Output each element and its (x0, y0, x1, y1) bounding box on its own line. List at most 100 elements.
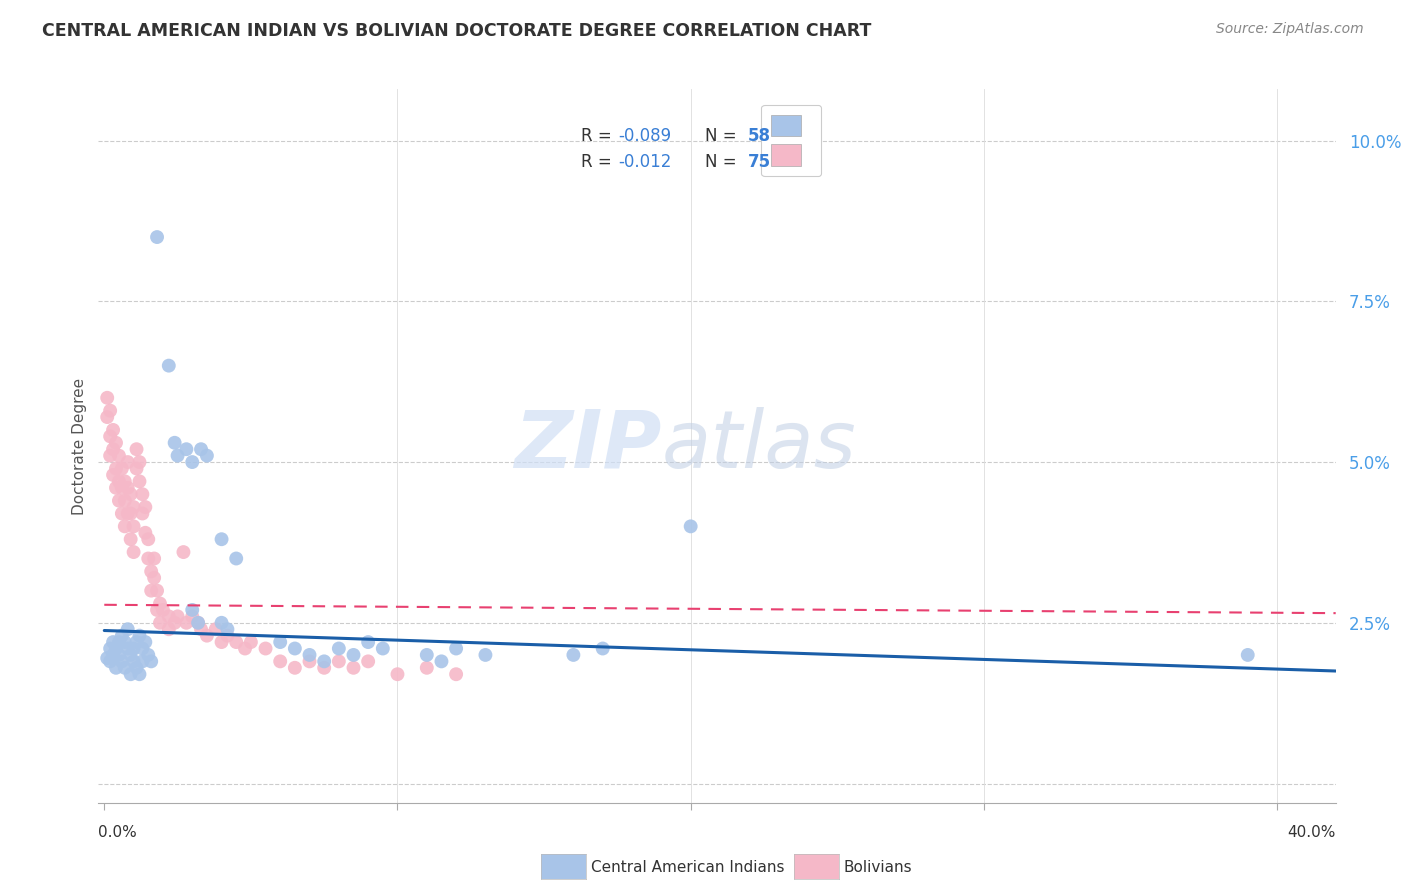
Point (328, 641, 350, 656)
Point (298, 654, 321, 668)
Point (149, 597, 172, 611)
Point (146, 583, 169, 598)
Point (98, 449, 121, 463)
Point (125, 461, 148, 475)
Text: 58: 58 (748, 127, 770, 145)
Point (474, 648, 496, 662)
Point (111, 481, 134, 495)
Point (105, 661, 128, 675)
Point (101, 442, 124, 457)
Point (108, 475, 131, 489)
Point (149, 615, 172, 630)
Point (96, 391, 118, 405)
Point (98, 403, 121, 417)
Point (225, 551, 247, 566)
Point (239, 635, 262, 649)
Text: ZIP: ZIP (515, 407, 661, 485)
Point (105, 435, 128, 450)
Point (190, 622, 212, 636)
Point (105, 641, 128, 656)
Point (125, 661, 148, 675)
Point (314, 654, 336, 668)
Point (117, 481, 139, 495)
Point (111, 629, 134, 643)
Point (120, 667, 142, 681)
Point (141, 565, 163, 579)
Point (131, 654, 153, 668)
Text: N =: N = (704, 153, 741, 171)
Point (357, 654, 380, 668)
Point (387, 667, 409, 681)
Point (134, 635, 156, 649)
Point (117, 622, 139, 636)
Point (163, 435, 186, 450)
Point (157, 359, 180, 373)
Point (105, 481, 128, 495)
Point (143, 551, 166, 566)
Text: Central American Indians: Central American Indians (591, 860, 785, 874)
Text: 40.0%: 40.0% (1288, 825, 1336, 840)
Point (122, 519, 145, 533)
Point (120, 648, 142, 662)
Point (98, 641, 121, 656)
Point (134, 525, 156, 540)
Text: CENTRAL AMERICAN INDIAN VS BOLIVIAN DOCTORATE DEGREE CORRELATION CHART: CENTRAL AMERICAN INDIAN VS BOLIVIAN DOCT… (42, 22, 872, 40)
Point (96, 651, 118, 665)
Point (298, 648, 321, 662)
Point (211, 615, 233, 630)
Y-axis label: Doctorate Degree: Doctorate Degree (72, 377, 87, 515)
Point (211, 635, 233, 649)
Point (120, 487, 142, 501)
Point (163, 615, 186, 630)
Point (190, 442, 212, 457)
Point (328, 654, 350, 668)
Point (128, 667, 150, 681)
Point (187, 615, 209, 630)
Text: -0.089: -0.089 (619, 127, 671, 145)
Point (114, 661, 136, 675)
Point (152, 603, 174, 617)
Point (136, 533, 159, 547)
Point (284, 641, 307, 656)
Point (101, 635, 124, 649)
Point (96, 410, 118, 425)
Text: R =: R = (581, 153, 617, 171)
Point (181, 455, 204, 469)
Text: atlas: atlas (661, 407, 856, 485)
Text: Bolivians: Bolivians (844, 860, 912, 874)
Point (166, 449, 188, 463)
Text: -0.012: -0.012 (619, 153, 672, 171)
Point (105, 461, 128, 475)
Point (204, 622, 226, 636)
Point (141, 654, 163, 668)
Text: R =: R = (581, 127, 617, 145)
Point (122, 654, 145, 668)
Point (131, 507, 153, 521)
Point (128, 475, 150, 489)
Point (125, 635, 148, 649)
Point (128, 455, 150, 469)
Point (357, 635, 380, 649)
Point (131, 641, 153, 656)
Point (128, 629, 150, 643)
Point (217, 629, 239, 643)
Point (114, 475, 136, 489)
Point (269, 635, 291, 649)
Point (157, 609, 180, 624)
Point (371, 641, 394, 656)
Point (217, 622, 239, 636)
Point (146, 603, 169, 617)
Point (416, 661, 439, 675)
Point (101, 648, 124, 662)
Point (211, 533, 233, 547)
Point (111, 507, 134, 521)
Point (120, 533, 142, 547)
Point (284, 661, 307, 675)
Point (187, 615, 209, 630)
Point (157, 622, 180, 636)
Legend: , : , (761, 104, 821, 176)
Point (101, 423, 124, 437)
Point (416, 648, 439, 662)
Point (122, 500, 145, 514)
Text: N =: N = (704, 127, 741, 145)
